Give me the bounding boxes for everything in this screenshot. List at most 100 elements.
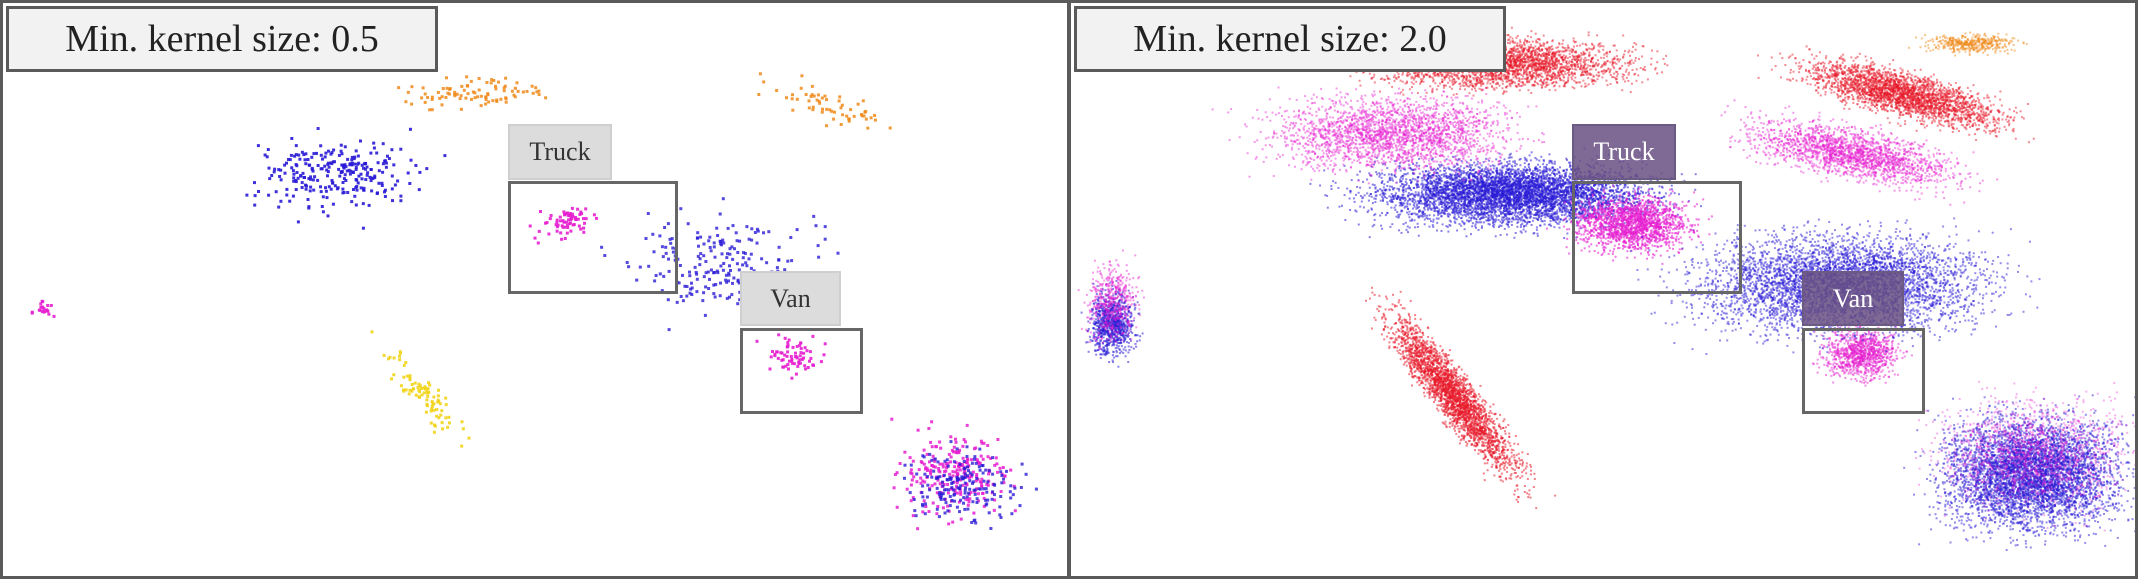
scatter-point [1508, 226, 1510, 228]
scatter-point [1383, 183, 1385, 185]
scatter-point [311, 167, 314, 170]
scatter-point [719, 282, 722, 285]
scatter-point [909, 491, 912, 494]
scatter-point [719, 265, 722, 268]
scatter-point [1501, 225, 1503, 227]
scatter-point [931, 445, 934, 448]
scatter-point [1544, 216, 1546, 218]
scatter-point [1395, 192, 1397, 194]
scatter-point [304, 162, 307, 165]
scatter-point [1470, 167, 1472, 169]
scatter-point [445, 403, 448, 406]
scatter-point [910, 484, 913, 487]
scatter-point [903, 451, 906, 454]
scatter-point [409, 128, 412, 131]
scatter-point [474, 96, 477, 99]
scatter-point [1407, 208, 1409, 210]
scatter-point [342, 166, 345, 169]
scatter-point [1354, 201, 1356, 203]
scatter-point [400, 384, 403, 387]
scatter-point [966, 424, 969, 427]
scatter-point [402, 390, 405, 393]
scatter-point [694, 266, 697, 269]
scatter-point [705, 271, 708, 274]
scatter-point [1391, 186, 1393, 188]
scatter-point [935, 512, 938, 515]
scatter-point [324, 155, 327, 158]
scatter-point [1462, 214, 1464, 216]
scatter-point [383, 354, 386, 357]
scatter-point [725, 256, 728, 259]
scatter-point [1477, 216, 1479, 218]
scatter-point [433, 431, 436, 434]
scatter-point [357, 155, 360, 158]
scatter-point [1515, 211, 1517, 213]
scatter-point [1456, 170, 1458, 172]
scatter-point [336, 187, 339, 190]
scatter-point [1440, 180, 1442, 182]
scatter-point [828, 108, 831, 111]
scatter-point [1418, 206, 1420, 208]
scatter-point [924, 512, 927, 515]
scatter-point [326, 174, 329, 177]
scatter-point [926, 496, 929, 499]
scatter-point [1341, 205, 1343, 207]
scatter-point [1536, 170, 1538, 172]
scatter-point [443, 154, 446, 157]
scatter-point [257, 190, 260, 193]
scatter-point [1480, 201, 1482, 203]
scatter-point [1481, 168, 1483, 170]
scatter-point [687, 222, 690, 225]
scatter-point [1509, 156, 1511, 158]
scatter-point [703, 243, 706, 246]
scatter-point [995, 462, 998, 465]
scatter-point [977, 492, 980, 495]
scatter-point [953, 493, 956, 496]
scatter-point [346, 191, 349, 194]
scatter-point [46, 304, 49, 307]
scatter-point [1330, 185, 1332, 187]
scatter-point [1436, 230, 1438, 232]
scatter-point [811, 108, 814, 111]
scatter-point [1441, 206, 1443, 208]
scatter-point [1487, 219, 1489, 221]
scatter-point [991, 498, 994, 501]
scatter-point [355, 204, 358, 207]
scatter-point [422, 86, 425, 89]
scatter-point [355, 185, 358, 188]
scatter-point [1439, 178, 1441, 180]
scatter-point [403, 364, 406, 367]
scatter-point [1539, 169, 1541, 171]
scatter-point [998, 505, 1001, 508]
scatter-point [254, 194, 257, 197]
scatter-point [381, 171, 384, 174]
scatter-point [1546, 164, 1548, 166]
scatter-point [1445, 225, 1447, 227]
scatter-point [776, 266, 779, 269]
scatter-point [975, 473, 978, 476]
scatter-point [719, 213, 722, 216]
scatter-point [1406, 202, 1408, 204]
scatter-point [1009, 469, 1012, 472]
scatter-point [932, 470, 935, 473]
scatter-point [304, 158, 307, 161]
scatter-point [840, 106, 843, 109]
scatter-point [302, 172, 305, 175]
scatter-point [1557, 168, 1559, 170]
scatter-point [985, 502, 988, 505]
scatter-point [767, 230, 770, 233]
scatter-point [1554, 163, 1556, 165]
scatter-point [1430, 183, 1432, 185]
scatter-point [808, 106, 811, 109]
scatter-point [1516, 226, 1518, 228]
scatter-point [1406, 229, 1408, 231]
scatter-point [1556, 173, 1558, 175]
scatter-point [961, 445, 964, 448]
scatter-point [951, 521, 954, 524]
scatter-point [1535, 217, 1537, 219]
scatter-point [1470, 159, 1472, 161]
scatter-point [1464, 228, 1466, 230]
scatter-point [495, 100, 498, 103]
scatter-point [838, 95, 841, 98]
scatter-point [1520, 213, 1522, 215]
